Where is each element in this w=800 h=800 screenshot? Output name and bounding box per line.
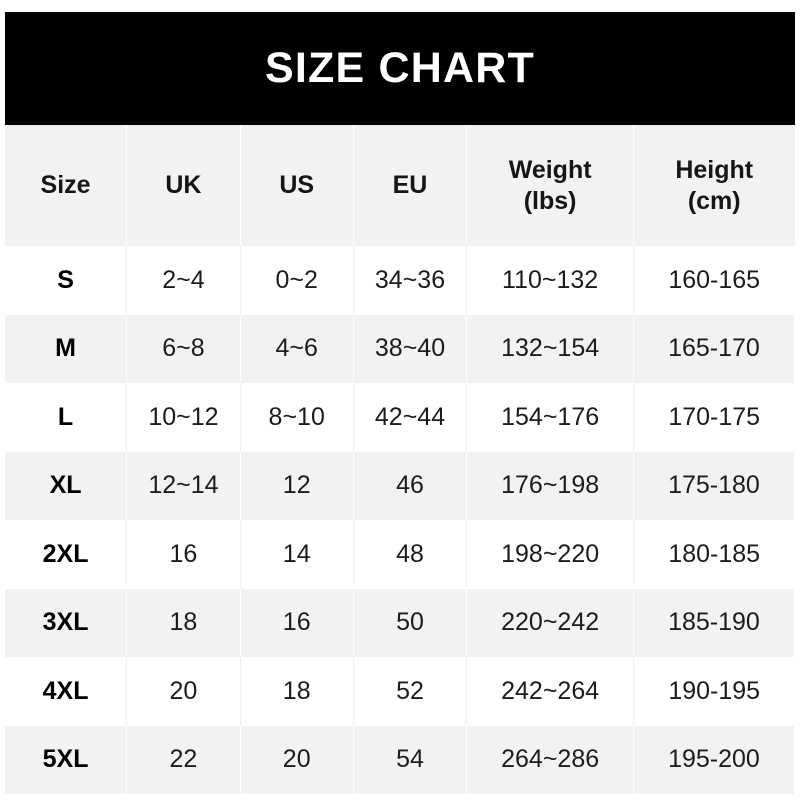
cell-height: 160-165 bbox=[668, 265, 761, 294]
cell-us: 12 bbox=[240, 451, 354, 520]
size-chart-container: SIZE CHART Size UK US EU W bbox=[5, 0, 796, 794]
cell-eu: 48 bbox=[353, 520, 468, 589]
cell-us: 8~10 bbox=[240, 383, 354, 452]
size-chart-title-banner: SIZE CHART bbox=[5, 12, 795, 125]
cell-height: 190-195 bbox=[668, 676, 761, 705]
cell-size: S bbox=[5, 246, 128, 315]
cell-uk: 16 bbox=[126, 520, 241, 589]
column-header-uk: UK bbox=[126, 125, 241, 246]
table-body: S 2~4 0~2 34~36 110~132 160-165 M 6~8 4~… bbox=[5, 246, 796, 794]
cell-uk: 2~4 bbox=[126, 246, 241, 315]
cell-size: 4XL bbox=[5, 657, 128, 726]
cell-height: 175-180 bbox=[633, 451, 796, 520]
cell-height: 195-200 bbox=[633, 725, 796, 794]
column-header-height-line2: (cm) bbox=[687, 186, 741, 215]
cell-size: M bbox=[5, 314, 128, 383]
cell-weight: 132~154 bbox=[466, 314, 634, 383]
cell-weight: 176~198 bbox=[466, 451, 634, 520]
table-header: Size UK US EU Weight (lbs) Height (cm) bbox=[5, 125, 795, 246]
cell-height: 185-190 bbox=[633, 588, 796, 657]
table-row: S 2~4 0~2 34~36 110~132 160-165 bbox=[5, 246, 795, 315]
column-header-weight: Weight (lbs) bbox=[466, 125, 634, 246]
table-row: M 6~8 4~6 38~40 132~154 165-170 bbox=[5, 314, 796, 383]
cell-weight: 264~286 bbox=[466, 725, 634, 794]
cell-height: 165-170 bbox=[633, 314, 796, 383]
cell-weight: 242~264 bbox=[466, 657, 634, 726]
cell-eu: 42~44 bbox=[353, 383, 468, 452]
table-row: L 10~12 8~10 42~44 154~176 170-175 bbox=[5, 383, 795, 452]
cell-height: 170-175 bbox=[668, 402, 761, 431]
table-row: XL 12~14 12 46 176~198 175-180 bbox=[5, 451, 796, 520]
cell-eu: 50 bbox=[353, 588, 468, 657]
column-header-weight-line1: Weight bbox=[508, 156, 592, 184]
cell-us: 16 bbox=[240, 588, 354, 657]
table-row: 2XL 16 14 48 198~220 180-185 bbox=[5, 520, 795, 589]
size-chart-table: Size UK US EU Weight (lbs) Height (cm) bbox=[5, 125, 796, 794]
cell-eu: 54 bbox=[353, 725, 468, 794]
table-row: 5XL 22 20 54 264~286 195-200 bbox=[5, 725, 796, 794]
cell-uk: 22 bbox=[126, 725, 241, 794]
cell-us: 4~6 bbox=[240, 314, 354, 383]
column-header-height-line1: Height bbox=[675, 156, 754, 184]
cell-eu: 52 bbox=[353, 657, 468, 726]
cell-uk: 6~8 bbox=[126, 314, 241, 383]
column-header-size: Size bbox=[5, 125, 128, 246]
cell-weight: 198~220 bbox=[466, 520, 634, 589]
cell-size: 5XL bbox=[5, 725, 128, 794]
column-header-weight-line2: (lbs) bbox=[523, 186, 577, 215]
cell-us: 20 bbox=[240, 725, 354, 794]
cell-us: 0~2 bbox=[240, 246, 354, 315]
table-row: 3XL 18 16 50 220~242 185-190 bbox=[5, 588, 796, 657]
cell-weight: 154~176 bbox=[466, 383, 634, 452]
cell-us: 18 bbox=[240, 657, 354, 726]
cell-eu: 46 bbox=[353, 451, 468, 520]
cell-uk: 10~12 bbox=[126, 383, 241, 452]
cell-size: 2XL bbox=[5, 520, 128, 589]
column-header-eu: EU bbox=[353, 125, 468, 246]
table-header-row: Size UK US EU Weight (lbs) Height (cm) bbox=[5, 125, 795, 246]
cell-weight: 220~242 bbox=[466, 588, 634, 657]
cell-height: 180-185 bbox=[668, 539, 761, 568]
cell-size: L bbox=[5, 383, 128, 452]
cell-size: 3XL bbox=[5, 588, 128, 657]
column-header-eu-line1: EU bbox=[392, 171, 428, 200]
cell-uk: 18 bbox=[126, 588, 241, 657]
column-header-us: US bbox=[240, 125, 354, 246]
column-header-uk-line1: UK bbox=[165, 171, 202, 200]
cell-weight: 110~132 bbox=[466, 246, 634, 315]
cell-uk: 20 bbox=[126, 657, 241, 726]
cell-us: 14 bbox=[240, 520, 354, 589]
cell-eu: 34~36 bbox=[353, 246, 468, 315]
cell-size: XL bbox=[5, 451, 128, 520]
column-header-height: Height (cm) bbox=[633, 125, 794, 246]
column-header-size-line1: Size bbox=[40, 171, 91, 200]
cell-eu: 38~40 bbox=[353, 314, 468, 383]
column-header-us-line1: US bbox=[279, 171, 315, 200]
cell-uk: 12~14 bbox=[126, 451, 241, 520]
page-title: SIZE CHART bbox=[265, 44, 535, 92]
table-row: 4XL 20 18 52 242~264 190-195 bbox=[5, 657, 795, 726]
